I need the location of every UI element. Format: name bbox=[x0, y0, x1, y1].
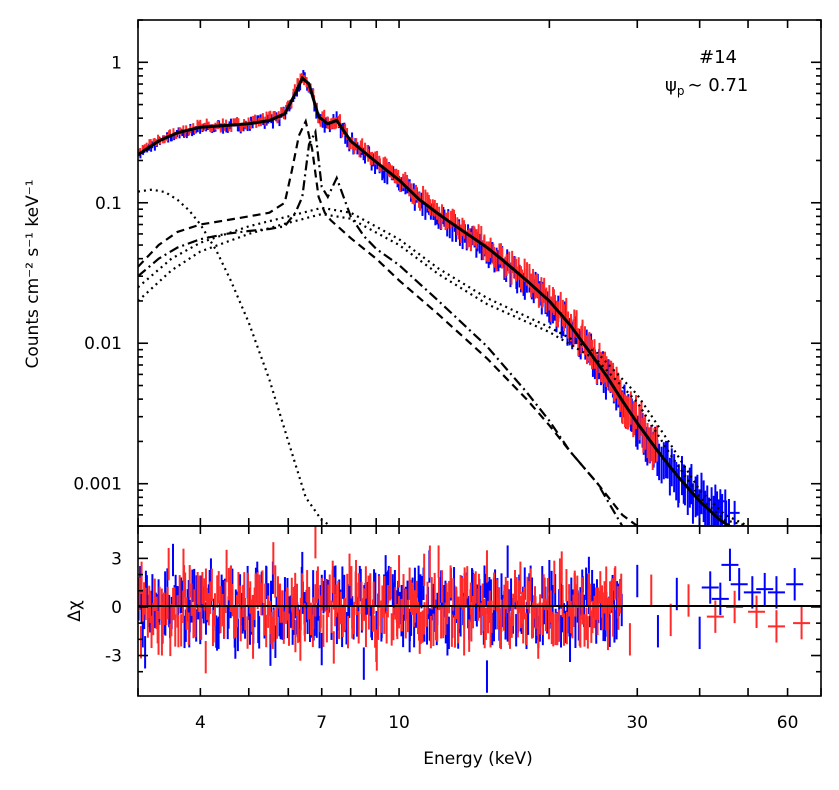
y-axis-label: Counts cm⁻² s⁻¹ keV⁻¹ bbox=[23, 179, 43, 368]
spectrum-model-layer bbox=[138, 75, 749, 526]
psi-subscript: p bbox=[677, 84, 685, 98]
dash-dot-component-curve bbox=[138, 128, 624, 526]
observation-id-label: #14 bbox=[699, 47, 737, 68]
y-tick-label: 1 bbox=[111, 53, 122, 73]
fpma-data-points bbox=[138, 70, 740, 526]
axis-tick-labels: 4 7 10 30 60 0.001 0.01 0.1 1 -3 0 3 bbox=[73, 53, 798, 733]
x-axis-label: Energy (keV) bbox=[423, 749, 533, 769]
psi-value: ∼ 0.71 bbox=[688, 75, 749, 96]
residual-axis-label: Δχ bbox=[65, 600, 85, 622]
residual-panel-frame bbox=[137, 525, 822, 697]
residual-data-layer bbox=[138, 526, 811, 693]
x-tick-label: 60 bbox=[777, 713, 799, 733]
axis-ticks bbox=[137, 19, 822, 696]
psi-symbol: ψ bbox=[665, 75, 677, 96]
spectrum-data-layer bbox=[138, 70, 740, 526]
x-tick-label: 4 bbox=[195, 713, 206, 733]
residual-y-tick-label: 3 bbox=[111, 549, 122, 569]
residual-y-tick-label: 0 bbox=[111, 598, 122, 618]
residual-y-tick-label: -3 bbox=[105, 647, 122, 667]
y-tick-label: 0.01 bbox=[84, 334, 122, 354]
x-tick-label: 30 bbox=[626, 713, 648, 733]
psi-label: ψp ∼ 0.71 bbox=[665, 75, 748, 98]
y-tick-label: 0.001 bbox=[73, 475, 122, 495]
dotted-continuum-2-curve bbox=[138, 212, 749, 526]
x-tick-label: 7 bbox=[316, 713, 327, 733]
y-tick-label: 0.1 bbox=[95, 194, 122, 214]
dotted-continuum-1-curve bbox=[138, 206, 749, 526]
total-model-curve bbox=[138, 75, 733, 526]
x-tick-label: 10 bbox=[388, 713, 410, 733]
fpmb-data-points bbox=[138, 72, 659, 471]
dashed-reflection-curve bbox=[138, 117, 638, 526]
fpmb-residuals bbox=[138, 526, 811, 674]
